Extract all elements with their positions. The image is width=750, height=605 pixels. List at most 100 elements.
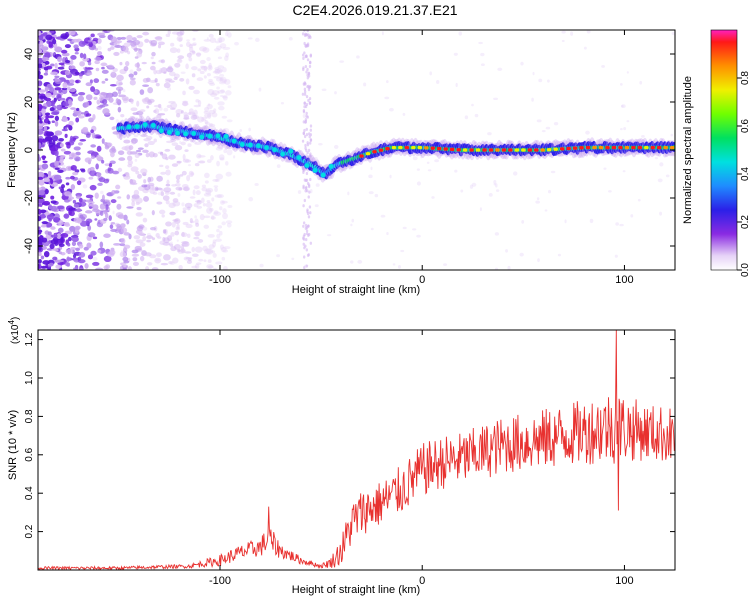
noise-blob	[181, 241, 190, 247]
noise-blob	[288, 37, 293, 41]
noise-band-blob	[307, 184, 311, 189]
noise-blob	[38, 226, 41, 230]
noise-blob	[436, 79, 440, 84]
noise-blob	[58, 89, 63, 93]
noise-blob	[93, 96, 98, 100]
noise-blob	[145, 152, 150, 158]
noise-blob	[65, 182, 70, 186]
noise-blob	[194, 141, 197, 145]
noise-blob	[42, 155, 46, 161]
noise-blob	[159, 240, 166, 245]
noise-blob	[493, 183, 496, 186]
snr-y-tick-label: 1.2	[24, 332, 35, 346]
noise-blob	[205, 202, 213, 208]
noise-blob	[233, 155, 236, 159]
noise-blob	[384, 96, 390, 100]
noise-band-blob	[305, 111, 308, 115]
noise-blob	[84, 263, 89, 269]
noise-blob	[91, 132, 96, 139]
noise-blob	[126, 206, 134, 209]
noise-blob	[200, 65, 205, 69]
noise-blob	[118, 82, 123, 86]
noise-blob	[41, 237, 48, 243]
noise-blob	[184, 202, 193, 209]
noise-blob	[67, 242, 71, 247]
noise-band-blob	[307, 215, 311, 219]
noise-blob	[182, 207, 188, 211]
noise-blob	[64, 199, 70, 203]
noise-band-blob	[307, 253, 310, 257]
noise-blob	[83, 37, 91, 44]
noise-blob	[97, 32, 105, 36]
noise-blob	[87, 254, 94, 260]
noise-blob	[165, 78, 173, 81]
noise-band-blob	[301, 92, 305, 96]
noise-blob	[169, 191, 176, 195]
noise-blob	[135, 239, 144, 244]
noise-blob	[167, 30, 171, 35]
noise-blob	[193, 185, 200, 190]
noise-band-blob	[303, 101, 306, 105]
noise-blob	[213, 48, 221, 52]
snr-scale-exponent: 4	[7, 320, 16, 325]
ridge-peak	[508, 148, 513, 152]
noise-blob	[109, 224, 114, 229]
noise-blob	[123, 262, 127, 268]
noise-blob	[193, 104, 201, 108]
noise-blob	[153, 104, 161, 108]
noise-blob	[487, 132, 492, 136]
snr-y-ticks: 0.2 0.4 0.6 0.8 1.0 1.2	[24, 332, 675, 539]
noise-blob	[54, 78, 61, 82]
ridge-peak	[482, 148, 487, 152]
noise-blob	[178, 187, 183, 191]
noise-blob	[122, 267, 127, 270]
noise-blob	[225, 171, 232, 177]
noise-blob	[70, 59, 74, 65]
noise-blob	[156, 201, 163, 205]
noise-blob	[133, 48, 141, 51]
noise-blob	[139, 109, 146, 113]
noise-blob	[195, 200, 201, 203]
noise-blob	[136, 100, 140, 107]
noise-blob	[169, 261, 175, 265]
noise-blob	[174, 230, 180, 236]
noise-blob	[82, 184, 88, 189]
noise-blob	[89, 169, 97, 177]
noise-blob	[97, 51, 103, 56]
noise-blob	[78, 243, 84, 249]
noise-blob	[547, 79, 550, 83]
noise-band-blob	[307, 195, 310, 199]
noise-blob	[197, 100, 202, 106]
noise-blob	[208, 62, 212, 70]
noise-blob	[370, 166, 373, 171]
noise-blob	[94, 56, 102, 61]
noise-blob	[380, 214, 386, 218]
noise-blob	[214, 40, 221, 44]
noise-blob	[132, 39, 141, 46]
spectrogram-y-tick-label: 40	[23, 48, 35, 60]
noise-blob	[165, 169, 171, 176]
noise-blob	[221, 95, 228, 99]
noise-blob	[519, 252, 524, 257]
noise-blob	[77, 142, 83, 146]
noise-blob	[85, 101, 90, 108]
noise-band-blob	[305, 237, 308, 242]
noise-blob	[191, 73, 196, 78]
noise-blob	[139, 89, 145, 95]
noise-blob	[225, 220, 233, 224]
noise-blob	[550, 170, 556, 174]
noise-blob	[188, 57, 193, 62]
noise-blob	[69, 225, 76, 232]
noise-blob	[68, 207, 76, 211]
noise-blob	[38, 80, 43, 87]
noise-blob	[69, 58, 72, 62]
noise-blob	[88, 39, 93, 43]
noise-blob	[185, 223, 193, 229]
noise-blob	[400, 249, 405, 253]
ridge-peak	[501, 148, 507, 152]
noise-blob	[48, 41, 53, 48]
noise-blob	[193, 89, 200, 95]
noise-blob	[68, 30, 76, 36]
colorbar-tick-label: 0.8	[740, 71, 750, 85]
